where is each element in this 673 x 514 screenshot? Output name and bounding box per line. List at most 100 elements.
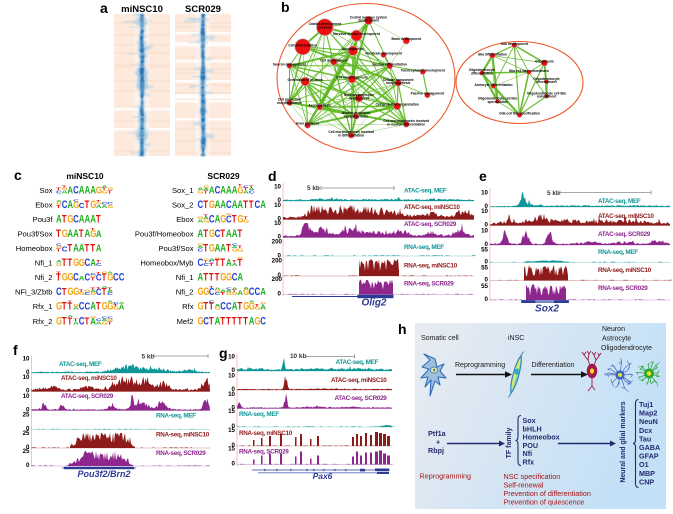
- svg-text:A: A: [209, 259, 216, 261]
- svg-text:T: T: [226, 242, 231, 255]
- svg-text:G: G: [220, 271, 226, 284]
- svg-text:A: A: [226, 290, 233, 293]
- svg-text:A: A: [62, 190, 68, 195]
- svg-text:A: A: [226, 228, 232, 241]
- svg-text:Rbpj: Rbpj: [428, 446, 444, 455]
- svg-text:C: C: [243, 186, 250, 188]
- svg-text:0: 0: [26, 444, 30, 451]
- svg-text:C: C: [102, 317, 109, 319]
- svg-text:RNA-seq, SCR029: RNA-seq, SCR029: [404, 281, 454, 288]
- svg-text:MBP: MBP: [639, 469, 655, 478]
- svg-text:T: T: [209, 315, 214, 328]
- svg-text:G: G: [215, 257, 222, 260]
- svg-text:15: 15: [228, 427, 235, 434]
- svg-text:development: development: [536, 80, 557, 84]
- svg-text:G: G: [79, 257, 85, 268]
- svg-text:Reprogramming: Reprogramming: [455, 362, 505, 369]
- svg-text:C: C: [90, 273, 97, 275]
- svg-text:Axon guidance: Axon guidance: [296, 122, 320, 126]
- svg-text:G: G: [107, 204, 113, 209]
- svg-text:Nervous projection: Nervous projection: [344, 93, 374, 97]
- svg-text:T: T: [56, 188, 61, 191]
- svg-text:C: C: [215, 184, 221, 197]
- svg-text:T: T: [203, 190, 208, 195]
- svg-text:G: G: [90, 316, 97, 319]
- svg-text:Generation of neurons: Generation of neurons: [288, 78, 324, 82]
- svg-text:A: A: [220, 242, 226, 255]
- svg-text:A: A: [232, 288, 239, 290]
- svg-text:A: A: [203, 188, 210, 191]
- svg-text:A: A: [56, 200, 63, 202]
- svg-text:G: G: [113, 306, 119, 311]
- svg-text:G: G: [73, 286, 79, 299]
- svg-text:RNA-seq, MEF: RNA-seq, MEF: [404, 244, 444, 251]
- svg-text:A: A: [102, 286, 109, 289]
- svg-text:NeuN: NeuN: [639, 417, 658, 426]
- svg-text:C: C: [209, 213, 215, 226]
- svg-text:ATAC-seq, MEF: ATAC-seq, MEF: [336, 359, 379, 366]
- svg-text:RNA-seq, MEF: RNA-seq, MEF: [156, 413, 196, 420]
- svg-text:C: C: [85, 257, 91, 270]
- svg-text:T: T: [96, 261, 101, 264]
- svg-text:ATAC-seq, miNSC10: ATAC-seq, miNSC10: [404, 204, 460, 211]
- svg-text:0: 0: [485, 259, 489, 266]
- svg-text:T: T: [203, 228, 208, 241]
- svg-text:A: A: [90, 213, 96, 226]
- svg-text:G: G: [260, 302, 267, 305]
- svg-text:G: G: [107, 188, 114, 191]
- svg-text:0: 0: [278, 197, 282, 204]
- svg-text:A: A: [209, 184, 215, 195]
- svg-text:G: G: [102, 190, 108, 195]
- svg-text:Tau: Tau: [639, 434, 651, 443]
- svg-text:0: 0: [485, 277, 489, 284]
- svg-text:T: T: [107, 321, 112, 326]
- svg-text:T: T: [243, 188, 248, 191]
- svg-text:0: 0: [232, 442, 236, 449]
- svg-text:Cell morphogenesis involved: Cell morphogenesis involved: [383, 119, 429, 123]
- svg-text:A: A: [90, 316, 96, 327]
- svg-text:miNSC10: miNSC10: [66, 171, 104, 181]
- svg-text:10 kb: 10 kb: [290, 353, 306, 360]
- svg-text:G: G: [215, 306, 221, 311]
- svg-text:Homeobox: Homeobox: [523, 433, 560, 442]
- svg-text:T: T: [62, 315, 67, 328]
- svg-text:10: 10: [274, 184, 281, 191]
- svg-text:A: A: [107, 301, 114, 304]
- svg-text:0: 0: [278, 253, 282, 260]
- svg-text:T: T: [67, 242, 72, 255]
- svg-text:A: A: [102, 204, 108, 209]
- svg-text:NFi_3/Zbtb: NFi_3/Zbtb: [15, 288, 53, 297]
- svg-text:C: C: [226, 199, 232, 212]
- svg-text:Sox: Sox: [523, 416, 536, 425]
- svg-text:0: 0: [232, 405, 236, 412]
- svg-text:in differentiation: in differentiation: [338, 133, 364, 137]
- svg-text:Sox_2: Sox_2: [172, 200, 194, 209]
- svg-text:A: A: [79, 274, 86, 282]
- svg-text:morphogenesis: morphogenesis: [277, 101, 302, 105]
- svg-text:T: T: [220, 292, 225, 297]
- svg-text:A: A: [215, 315, 221, 328]
- svg-text:T: T: [237, 257, 242, 268]
- svg-text:C: C: [260, 315, 266, 328]
- svg-text:C: C: [62, 199, 68, 212]
- svg-text:C: C: [113, 271, 119, 284]
- svg-text:C: C: [232, 244, 239, 246]
- svg-text:T: T: [220, 257, 225, 270]
- svg-text:A: A: [96, 242, 102, 253]
- svg-text:T: T: [62, 257, 67, 270]
- svg-text:T: T: [107, 288, 112, 290]
- svg-text:RNA-seq, miNSC10: RNA-seq, miNSC10: [404, 263, 458, 270]
- svg-text:A: A: [67, 228, 73, 241]
- svg-text:T: T: [67, 301, 72, 304]
- svg-text:A: A: [198, 219, 204, 224]
- svg-text:ATAC-seq, SCR029: ATAC-seq, SCR029: [334, 395, 387, 402]
- svg-text:G: G: [226, 292, 232, 297]
- svg-text:A: A: [237, 199, 243, 212]
- svg-text:C: C: [203, 315, 209, 328]
- svg-text:G: G: [209, 228, 215, 241]
- svg-text:RNA-seq, MEF: RNA-seq, MEF: [598, 249, 638, 256]
- svg-text:T: T: [67, 301, 72, 312]
- svg-text:G: G: [67, 271, 73, 284]
- svg-text:A: A: [232, 301, 238, 314]
- svg-text:0: 0: [232, 461, 236, 468]
